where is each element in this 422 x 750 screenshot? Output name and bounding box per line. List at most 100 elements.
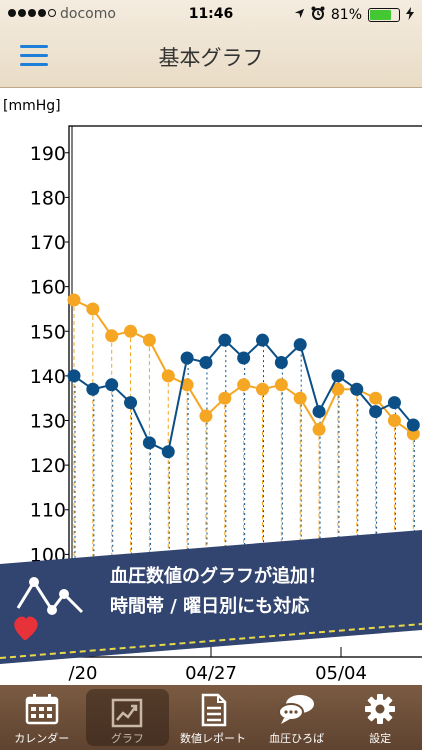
data-point bbox=[124, 610, 138, 624]
tab-report[interactable]: 数値レポート bbox=[171, 685, 255, 750]
y-tick-label: 100 bbox=[30, 544, 66, 566]
data-point bbox=[180, 351, 194, 365]
tab-label: グラフ bbox=[110, 732, 144, 745]
data-point bbox=[142, 436, 156, 450]
x-tick-label: 04/27 bbox=[185, 663, 237, 684]
status-right: 81% bbox=[294, 6, 414, 24]
data-point bbox=[274, 610, 288, 624]
data-point bbox=[237, 588, 251, 602]
data-point bbox=[67, 369, 81, 383]
y-tick-label: 120 bbox=[30, 455, 66, 477]
data-point bbox=[142, 333, 156, 347]
y-tick-label: 90 bbox=[42, 589, 66, 611]
data-point bbox=[199, 614, 213, 628]
data-point bbox=[180, 378, 194, 392]
carrier-name: docomo bbox=[60, 6, 116, 22]
data-point bbox=[331, 382, 345, 396]
y-tick-label: 130 bbox=[30, 411, 66, 433]
data-point bbox=[369, 405, 383, 419]
data-point bbox=[124, 324, 138, 338]
data-point bbox=[256, 382, 269, 396]
x-tick-label: 05/04 bbox=[315, 663, 367, 684]
data-point bbox=[124, 396, 138, 410]
report-icon bbox=[201, 693, 227, 727]
data-point bbox=[369, 605, 383, 619]
y-tick-label: 140 bbox=[30, 366, 66, 388]
data-point bbox=[105, 378, 119, 392]
data-point bbox=[406, 601, 420, 615]
x-tick-label: /20 bbox=[69, 663, 98, 684]
data-point bbox=[350, 382, 364, 396]
graph-icon bbox=[112, 698, 143, 728]
data-point bbox=[312, 422, 326, 436]
data-point bbox=[67, 293, 81, 307]
calendar-icon bbox=[25, 694, 59, 725]
tab-settings[interactable]: 設定 bbox=[338, 685, 422, 750]
plot-frame bbox=[68, 125, 422, 658]
data-point bbox=[86, 382, 100, 396]
alarm-icon bbox=[311, 6, 325, 24]
charging-icon bbox=[406, 6, 414, 24]
data-point bbox=[293, 610, 307, 624]
data-point bbox=[274, 378, 288, 392]
data-point bbox=[293, 338, 307, 352]
data-point bbox=[218, 391, 232, 405]
chart-canvas: 80 90 100 110 120 130 140 150 160 170 180 190/20 04/… bbox=[30, 125, 422, 684]
data-point bbox=[105, 329, 119, 343]
status-time: 11:46 bbox=[188, 6, 234, 22]
page-title: 基本グラフ bbox=[158, 46, 264, 70]
chat-bubble-icon bbox=[277, 695, 314, 724]
data-point bbox=[142, 623, 156, 637]
top-bar: docomo 11:46 81% 基本グラフ bbox=[0, 0, 422, 88]
blood-pressure-chart[interactable]: [mmHg] 80 90 100 110 120 130 140 150 160 170 180 19… bbox=[0, 88, 422, 685]
data-point bbox=[161, 623, 175, 637]
data-point bbox=[199, 355, 213, 369]
data-point bbox=[312, 605, 326, 619]
data-point bbox=[387, 414, 401, 428]
data-point bbox=[67, 596, 81, 610]
gear-icon bbox=[365, 694, 396, 724]
y-tick-label: 160 bbox=[30, 277, 66, 299]
data-point bbox=[274, 355, 288, 369]
tab-community[interactable]: 血圧ひろば bbox=[255, 685, 339, 750]
data-point bbox=[237, 610, 251, 624]
data-point bbox=[218, 333, 232, 347]
tab-label: カレンダー bbox=[14, 732, 70, 745]
battery-icon bbox=[368, 8, 400, 22]
data-point bbox=[86, 302, 100, 316]
data-point bbox=[293, 596, 307, 610]
data-point bbox=[105, 570, 119, 584]
data-point bbox=[293, 391, 307, 405]
data-point bbox=[256, 333, 269, 347]
hamburger-menu-icon[interactable] bbox=[20, 45, 48, 67]
location-icon bbox=[294, 7, 305, 23]
tab-label: 数値レポート bbox=[179, 732, 246, 745]
y-tick-label: 190 bbox=[30, 143, 66, 165]
tab-label: 血圧ひろば bbox=[269, 732, 325, 745]
data-point bbox=[86, 605, 100, 619]
data-point bbox=[237, 378, 251, 392]
data-point bbox=[142, 605, 156, 619]
tab-label: 設定 bbox=[369, 732, 392, 745]
data-point bbox=[105, 601, 119, 615]
data-point bbox=[124, 574, 138, 588]
data-point bbox=[161, 445, 175, 459]
data-point bbox=[180, 614, 194, 628]
battery-percent: 81% bbox=[330, 7, 362, 23]
data-point bbox=[67, 565, 81, 579]
data-point bbox=[86, 570, 100, 584]
y-axis-unit: [mmHg] bbox=[3, 98, 61, 114]
data-point bbox=[369, 391, 383, 405]
data-point bbox=[161, 369, 175, 383]
tab-calendar[interactable]: カレンダー bbox=[0, 685, 84, 750]
tab-graph[interactable]: グラフ bbox=[85, 689, 170, 746]
tab-bar: カレンダー グラフ 数値レポート 血圧ひろば bbox=[0, 685, 422, 750]
data-point bbox=[237, 351, 251, 365]
data-point bbox=[406, 427, 420, 441]
y-tick-label: 150 bbox=[30, 321, 66, 343]
data-point bbox=[406, 614, 420, 628]
data-point bbox=[256, 601, 269, 615]
data-point bbox=[406, 418, 420, 432]
data-point bbox=[199, 409, 213, 423]
data-point bbox=[387, 396, 401, 410]
